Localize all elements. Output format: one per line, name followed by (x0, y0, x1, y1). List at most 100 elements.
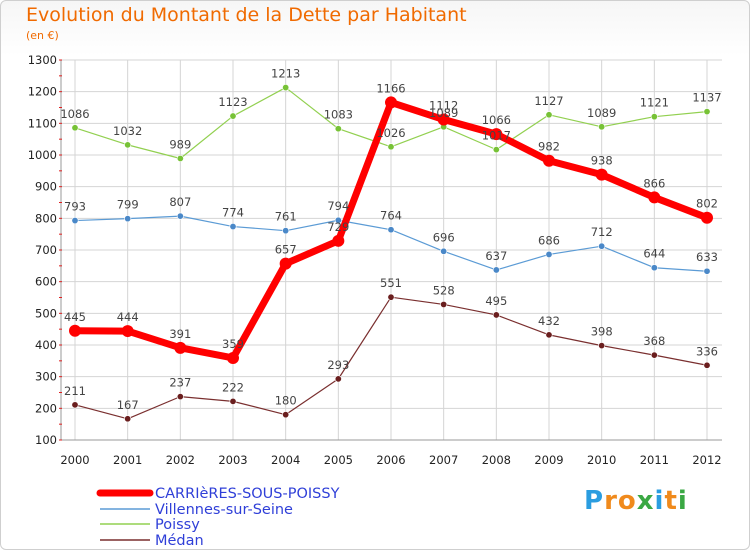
data-point (492, 146, 500, 154)
x-tick-label: 2009 (534, 453, 563, 467)
data-label: 391 (169, 327, 191, 341)
data-point (332, 234, 345, 247)
x-tick-label: 2002 (166, 453, 195, 467)
y-tick-label: 1300 (28, 53, 57, 67)
data-point (650, 113, 658, 121)
data-label: 551 (380, 276, 402, 290)
y-tick-label: 300 (35, 370, 57, 384)
data-point (492, 266, 500, 274)
data-point (174, 341, 187, 354)
data-point (440, 247, 448, 255)
data-label: 1032 (113, 124, 142, 138)
data-point (176, 393, 184, 401)
logo-letter: o (617, 486, 637, 516)
data-label: 729 (327, 220, 349, 234)
data-label: 293 (327, 358, 349, 372)
data-label: 445 (64, 310, 86, 324)
y-tick-label: 200 (35, 401, 57, 415)
data-label: 1083 (324, 108, 353, 122)
data-label: 761 (275, 210, 297, 224)
data-point (545, 250, 553, 258)
data-label: 774 (222, 206, 244, 220)
data-label: 444 (117, 310, 139, 324)
data-point (703, 361, 711, 369)
x-tick-label: 2011 (640, 453, 669, 467)
data-point (121, 325, 134, 338)
data-point (650, 351, 658, 359)
legend-label: Villennes-sur-Seine (155, 502, 293, 518)
data-point (387, 226, 395, 234)
data-label: 336 (696, 344, 718, 358)
data-point (545, 331, 553, 339)
data-label: 1121 (640, 96, 669, 110)
data-label: 764 (380, 209, 402, 223)
data-point (282, 84, 290, 92)
data-label: 686 (538, 233, 560, 247)
data-label: 989 (169, 137, 191, 151)
x-tick-label: 2004 (271, 453, 300, 467)
data-label: 794 (327, 199, 349, 213)
y-tick-label: 1200 (28, 85, 57, 99)
data-point (124, 141, 132, 149)
proxiti-logo: Proxiti (584, 486, 688, 516)
data-label: 1026 (376, 126, 405, 140)
x-tick-label: 2007 (429, 453, 458, 467)
data-point (648, 191, 661, 204)
data-label: 432 (538, 314, 560, 328)
data-label: 866 (643, 176, 665, 190)
data-label: 1123 (218, 95, 247, 109)
y-tick-label: 500 (35, 306, 57, 320)
y-tick-label: 600 (35, 275, 57, 289)
data-point (71, 124, 79, 132)
data-point (387, 143, 395, 151)
data-point (282, 411, 290, 419)
data-point (124, 415, 132, 423)
data-point (595, 168, 608, 181)
data-point (440, 300, 448, 308)
data-label: 495 (485, 294, 507, 308)
data-point (227, 351, 239, 364)
data-label: 696 (433, 230, 455, 244)
data-label: 1112 (429, 99, 458, 113)
data-point (545, 111, 553, 119)
data-label: 180 (275, 394, 297, 408)
data-label: 802 (696, 197, 718, 211)
data-label: 359 (222, 337, 244, 351)
y-tick-label: 1100 (28, 116, 57, 130)
data-point (124, 215, 132, 223)
data-point (282, 227, 290, 235)
x-tick-label: 2000 (60, 453, 89, 467)
data-label: 167 (117, 398, 139, 412)
data-point (71, 217, 79, 225)
chart-title: Evolution du Montant de la Dette par Hab… (26, 4, 467, 26)
data-label: 657 (275, 243, 297, 257)
y-tick-label: 1000 (28, 148, 57, 162)
data-point (598, 242, 606, 250)
logo-letter: i (654, 486, 665, 516)
x-tick-label: 2012 (692, 453, 721, 467)
data-label: 799 (117, 198, 139, 212)
data-label: 1066 (482, 113, 511, 127)
x-tick-label: 2008 (482, 453, 511, 467)
data-point (176, 212, 184, 220)
data-label: 398 (591, 325, 613, 339)
logo-letter: i (677, 486, 688, 516)
x-tick-label: 2010 (587, 453, 616, 467)
legend-label: CARRIèRES-SOUS-POISSY (155, 486, 340, 502)
y-tick-label: 900 (35, 180, 57, 194)
data-point (650, 264, 658, 272)
data-label: 222 (222, 380, 244, 394)
data-point (387, 293, 395, 301)
data-point (229, 397, 237, 405)
data-point (334, 375, 342, 383)
y-tick-label: 700 (35, 243, 57, 257)
x-tick-label: 2001 (113, 453, 142, 467)
legend-label: Médan (155, 533, 204, 549)
data-label: 637 (485, 249, 507, 263)
legend-label: Poissy (155, 517, 200, 533)
data-label: 237 (169, 376, 191, 390)
data-label: 1086 (60, 107, 89, 121)
data-point (69, 324, 81, 337)
x-tick-label: 2006 (376, 453, 405, 467)
